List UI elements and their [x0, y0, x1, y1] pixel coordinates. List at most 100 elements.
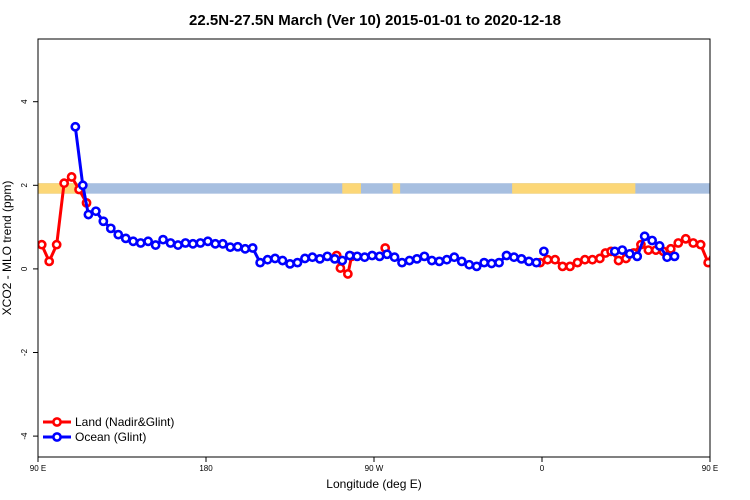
data-point	[128, 236, 139, 247]
data-point	[165, 238, 176, 248]
data-point	[240, 243, 251, 254]
data-point	[38, 239, 47, 250]
data-point	[624, 248, 635, 259]
legend-marker	[52, 432, 62, 442]
data-point	[404, 255, 415, 266]
data-point	[202, 236, 213, 247]
data-point	[639, 231, 650, 242]
data-point	[51, 239, 62, 250]
data-point	[180, 238, 191, 248]
data-point	[374, 251, 385, 262]
data-point	[210, 238, 221, 249]
y-axis-label: XCO2 - MLO trend (ppm)	[0, 181, 14, 316]
data-point	[609, 246, 620, 257]
data-point	[617, 245, 628, 255]
data-point	[688, 238, 699, 248]
data-point	[270, 253, 280, 264]
y-tick-label: 2	[20, 183, 29, 188]
data-point	[173, 240, 183, 250]
data-point	[300, 253, 310, 264]
y-tick-label: 4	[20, 99, 29, 104]
data-point	[665, 243, 676, 254]
data-point	[120, 233, 131, 244]
data-point	[83, 209, 94, 220]
data-point	[673, 238, 684, 248]
land-band-1	[342, 183, 361, 194]
data-point	[613, 255, 624, 266]
data-point	[135, 238, 146, 248]
data-point	[434, 256, 445, 267]
data-point	[158, 234, 168, 245]
data-point	[471, 261, 482, 272]
data-point	[382, 249, 392, 260]
data-point	[285, 258, 295, 269]
y-tick-label: -4	[20, 432, 29, 440]
data-point	[712, 241, 719, 248]
data-point	[742, 211, 749, 218]
data-point	[105, 223, 116, 234]
data-point	[531, 257, 542, 268]
data-point	[734, 186, 741, 193]
legend-marker	[52, 417, 62, 427]
data-point	[150, 240, 161, 250]
data-point	[580, 254, 590, 265]
data-point	[412, 253, 422, 264]
data-point	[232, 241, 243, 252]
data-point	[703, 257, 710, 268]
data-point	[669, 251, 680, 262]
chart-title: 22.5N-27.5N March (Ver 10) 2015-01-01 to…	[189, 12, 561, 29]
data-point	[342, 269, 353, 279]
y-tick-label: -2	[20, 348, 29, 356]
data-point	[143, 236, 154, 247]
series-group	[38, 121, 749, 279]
data-point	[572, 257, 583, 268]
x-tick-label: 180	[199, 464, 213, 473]
data-point	[217, 238, 228, 249]
data-point	[542, 254, 553, 265]
data-point	[565, 261, 575, 272]
data-point	[550, 254, 560, 265]
data-point	[486, 258, 497, 269]
y-tick-label: 0	[20, 266, 29, 271]
data-point	[344, 250, 355, 261]
data-point	[524, 256, 534, 267]
data-point	[449, 252, 460, 263]
data-point	[632, 251, 643, 262]
x-tick-label: 90 E	[702, 464, 718, 473]
data-point	[262, 254, 273, 265]
data-point	[397, 257, 407, 268]
series-0	[38, 172, 741, 279]
data-point	[322, 251, 333, 262]
data-point	[59, 178, 70, 189]
data-point	[225, 242, 236, 253]
data-point	[494, 257, 504, 268]
data-point	[329, 253, 340, 264]
data-point	[426, 255, 437, 266]
data-point	[255, 257, 266, 268]
data-point	[727, 173, 734, 180]
data-point	[359, 252, 370, 263]
land-band-3	[512, 183, 636, 194]
data-point	[98, 216, 109, 227]
data-point	[337, 255, 348, 266]
x-axis-label: Longitude (deg E)	[326, 477, 421, 491]
data-point	[367, 250, 378, 261]
data-point	[695, 239, 706, 250]
x-tick-label: 90 W	[365, 464, 384, 473]
data-point	[247, 243, 258, 253]
data-point	[479, 257, 490, 268]
data-point	[501, 250, 512, 261]
data-point	[680, 233, 691, 244]
data-point	[729, 123, 736, 130]
data-point	[538, 246, 549, 257]
data-point	[188, 238, 198, 249]
data-point	[654, 241, 665, 251]
data-point	[456, 256, 467, 267]
data-point	[195, 238, 206, 248]
data-point	[719, 180, 726, 187]
legend: Land (Nadir&Glint)Ocean (Glint)	[43, 415, 174, 444]
data-point	[335, 263, 346, 273]
land-band-2	[392, 183, 401, 194]
legend-label: Ocean (Glint)	[75, 430, 146, 444]
